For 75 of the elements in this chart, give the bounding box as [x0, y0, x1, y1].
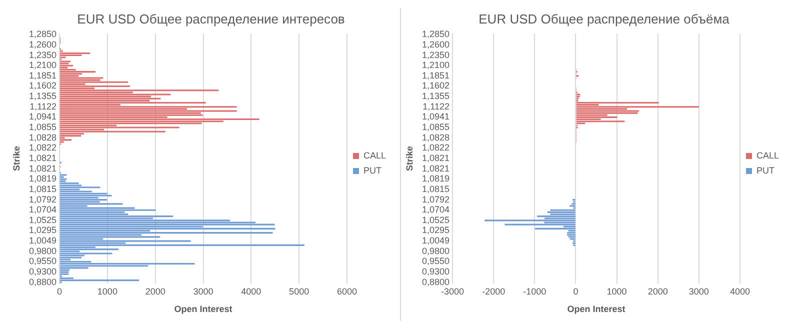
y-tick-label: 1,1602	[28, 80, 57, 91]
y-tick-label: 1,0295	[28, 225, 57, 236]
y-tick-label: 1,0525	[422, 214, 450, 225]
y-tick-label: 1,2850	[28, 29, 57, 40]
y-tick-label: 0,8800	[422, 276, 450, 287]
y-tick-label: 1,0704	[422, 204, 450, 215]
y-tick-label: 1,1122	[30, 101, 57, 112]
x-tick-label: 1000	[97, 286, 118, 296]
y-tick-label: 1,2350	[422, 50, 450, 60]
x-tick-label: 2000	[648, 286, 668, 296]
y-tick-label: 1,0049	[28, 236, 57, 246]
x-tick-label: -3000	[441, 286, 464, 296]
y-tick-label: 1,2350	[28, 50, 57, 60]
y-tick-label: 1,0821	[28, 152, 57, 163]
y-tick-label: 1,1851	[422, 70, 450, 80]
y-tick-label: 1,0822	[28, 142, 57, 153]
y-tick-label: 1,0815	[422, 184, 450, 194]
y-tick-label: 1,0792	[422, 194, 450, 204]
legend-label: CALL	[756, 150, 779, 160]
y-tick-label: 1,1602	[422, 80, 450, 91]
y-tick-label: 1,0821	[422, 163, 450, 174]
x-tick-label: 0	[57, 286, 62, 296]
y-tick-label: 0,9300	[28, 266, 57, 277]
y-tick-label: 1,0049	[422, 236, 450, 246]
y-tick-label: 1,0941	[28, 112, 57, 122]
y-tick-label: 0,9300	[422, 266, 450, 277]
y-tick-label: 1,2100	[28, 60, 57, 70]
x-tick-label: -2000	[482, 286, 506, 296]
y-tick-label: 1,0792	[28, 194, 57, 204]
x-tick-label: -1000	[523, 286, 546, 296]
y-tick-label: 1,1122	[422, 101, 450, 112]
x-tick-label: 4000	[241, 286, 262, 296]
y-axis-title: Strike	[11, 146, 22, 172]
x-tick-label: 1000	[606, 286, 627, 296]
y-tick-label: 0,9800	[422, 246, 450, 256]
y-tick-label: 1,0821	[422, 152, 450, 163]
y-tick-label: 1,0819	[28, 174, 57, 184]
y-tick-label: 0,9800	[28, 246, 57, 256]
legend-label: CALL	[363, 150, 386, 160]
y-tick-label: 1,2600	[422, 39, 450, 50]
y-tick-label: 1,0295	[422, 225, 450, 236]
x-tick-label: 3000	[688, 286, 709, 296]
y-tick-label: 1,0815	[28, 184, 57, 194]
legend-label: PUT	[756, 165, 775, 176]
y-tick-label: 1,0704	[28, 204, 57, 215]
y-tick-label: 1,2100	[422, 60, 450, 70]
x-axis-title: Open Interest	[174, 304, 232, 314]
y-tick-label: 1,0822	[422, 142, 450, 153]
legend-label: PUT	[363, 165, 382, 176]
y-tick-label: 0,9550	[28, 256, 57, 266]
y-tick-label: 1,2600	[28, 39, 57, 50]
chart-title: EUR USD Общее распределение объёма	[478, 11, 730, 26]
x-tick-label: 6000	[336, 286, 357, 296]
chart-title: EUR USD Общее распределение интересов	[77, 11, 345, 26]
y-tick-label: 1,0821	[28, 163, 57, 174]
x-tick-label: 4000	[730, 286, 750, 296]
x-tick-label: 2000	[145, 286, 166, 296]
y-axis-title: Strike	[404, 146, 414, 172]
y-tick-label: 1,0828	[422, 132, 450, 142]
y-tick-label: 1,1355	[422, 91, 450, 102]
y-tick-label: 1,0525	[28, 214, 57, 225]
x-tick-label: 0	[573, 286, 578, 296]
y-tick-label: 0,8800	[28, 276, 57, 287]
y-tick-label: 1,0828	[28, 132, 57, 142]
x-tick-label: 3000	[193, 286, 214, 296]
y-tick-label: 1,0855	[422, 122, 450, 132]
y-tick-label: 1,1355	[28, 91, 57, 102]
y-tick-label: 1,0855	[28, 122, 57, 132]
y-tick-label: 1,2850	[422, 29, 450, 40]
y-tick-label: 0,9550	[422, 256, 450, 266]
x-axis-title: Open Interest	[567, 304, 626, 314]
y-tick-label: 1,0941	[422, 112, 450, 122]
y-tick-label: 1,0819	[422, 174, 450, 184]
y-tick-label: 1,1851	[28, 70, 57, 80]
x-tick-label: 5000	[289, 286, 310, 296]
